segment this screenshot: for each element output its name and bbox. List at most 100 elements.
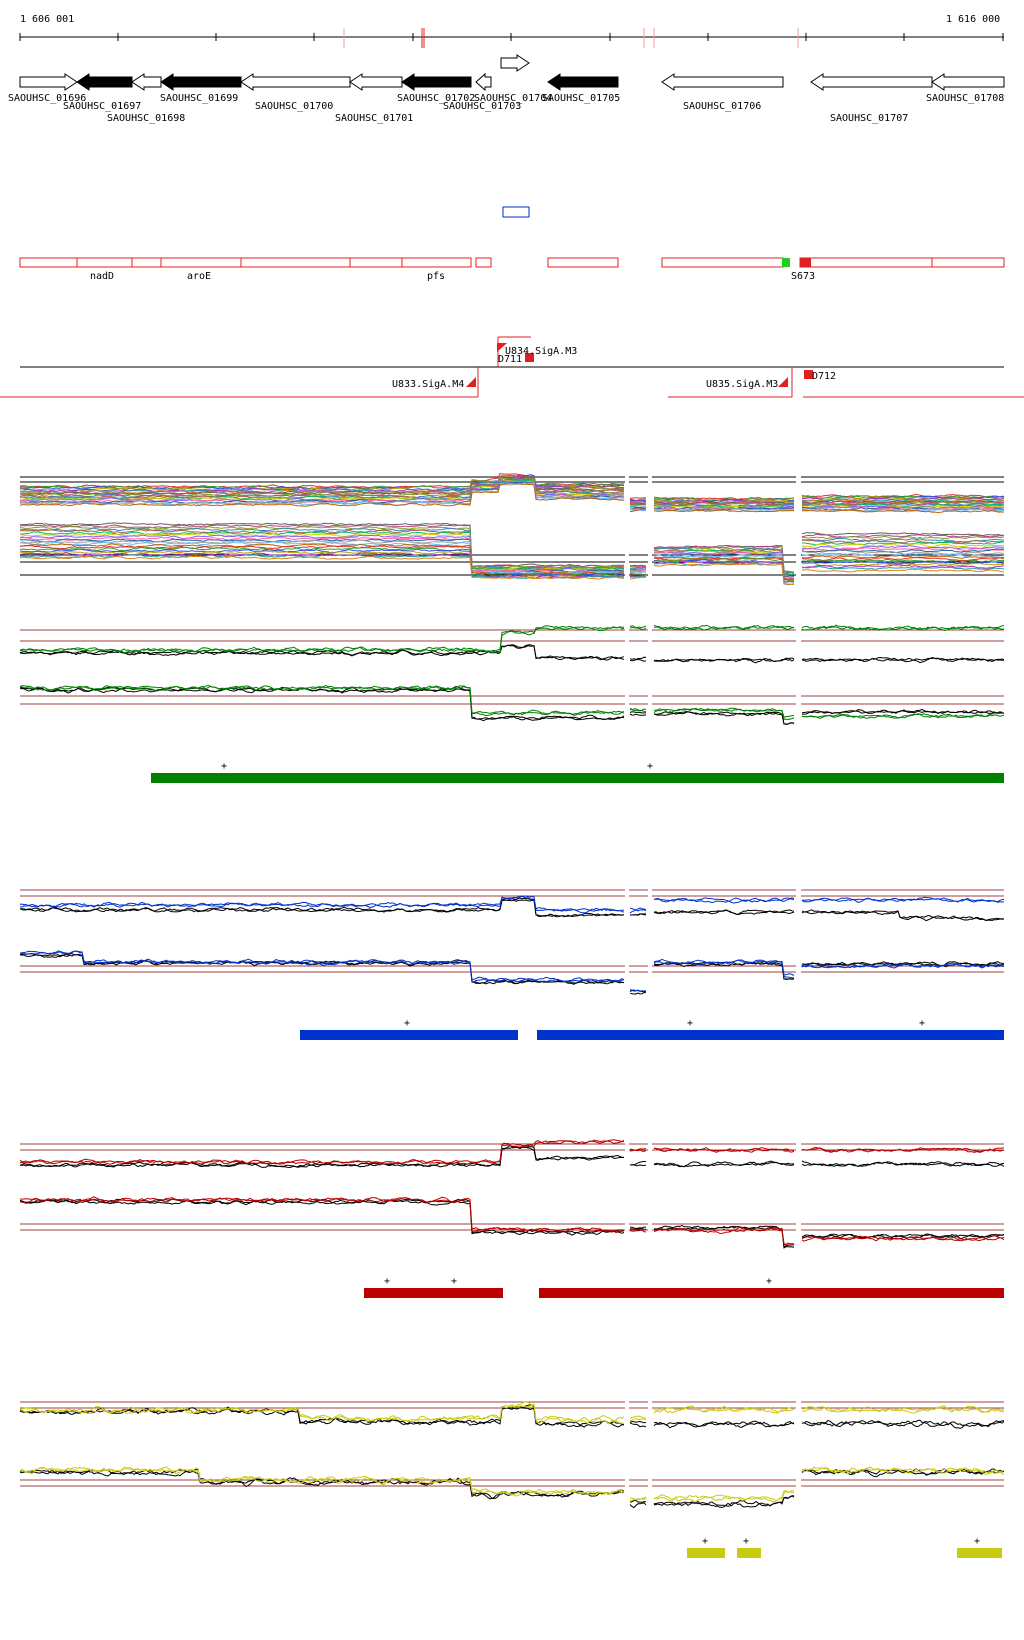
gene-label: SAOUHSC_01696 bbox=[8, 93, 86, 104]
gene-label: SAOUHSC_01701 bbox=[335, 113, 413, 124]
segment-plus-mark: + bbox=[702, 1536, 708, 1547]
annotation-box[interactable] bbox=[931, 257, 1005, 268]
label-D712: D712 bbox=[812, 371, 836, 382]
reference-profile bbox=[19, 644, 1005, 663]
condition-profile bbox=[19, 895, 1005, 914]
gene-label: SAOUHSC_01707 bbox=[830, 113, 908, 124]
segment-plus-mark: + bbox=[404, 1018, 410, 1029]
gene-arrow[interactable] bbox=[810, 73, 933, 91]
data-gap bbox=[796, 616, 801, 710]
condition-profile bbox=[19, 950, 1005, 993]
condition-profile bbox=[19, 1401, 1005, 1424]
gene-arrow[interactable] bbox=[500, 54, 530, 72]
segment-bar[interactable] bbox=[687, 1548, 725, 1558]
annotation-green-marker bbox=[782, 258, 790, 267]
reference-profile bbox=[19, 1198, 1005, 1249]
blue-feature-box bbox=[502, 206, 530, 218]
data-gap bbox=[625, 876, 629, 978]
ruler-start-label: 1 606 001 bbox=[20, 14, 74, 25]
gene-label: SAOUHSC_01700 bbox=[255, 101, 333, 112]
condition-profile bbox=[19, 685, 1005, 719]
gene-arrow[interactable] bbox=[240, 73, 351, 91]
gene-arrow[interactable] bbox=[19, 73, 78, 91]
gene-arrow[interactable] bbox=[401, 73, 472, 91]
gene-arrow[interactable] bbox=[475, 72, 492, 92]
segment-bar[interactable] bbox=[737, 1548, 761, 1558]
annotation-box[interactable] bbox=[349, 257, 403, 268]
condition-profile bbox=[19, 475, 1005, 503]
data-gap bbox=[625, 470, 629, 590]
ruler-end-label: 1 616 000 bbox=[946, 14, 1000, 25]
reference-profile bbox=[19, 1198, 1005, 1248]
condition-profile bbox=[20, 624, 1005, 654]
segment-bar[interactable] bbox=[957, 1548, 1002, 1558]
annotation-box[interactable] bbox=[240, 257, 351, 268]
condition-profile bbox=[19, 482, 1005, 514]
promoter-U833-marker bbox=[466, 377, 476, 387]
segment-bar[interactable] bbox=[364, 1288, 503, 1298]
gene-label: SAOUHSC_01698 bbox=[107, 113, 185, 124]
gene-label: SAOUHSC_01703 bbox=[443, 101, 521, 112]
condition-profile bbox=[19, 478, 1005, 508]
condition-panel-green: + + bbox=[19, 616, 1005, 783]
segment-plus-mark: + bbox=[743, 1536, 749, 1547]
gene-arrow[interactable] bbox=[931, 73, 1005, 91]
annotation-box[interactable] bbox=[661, 257, 784, 268]
data-gap bbox=[625, 616, 629, 710]
segment-plus-mark: + bbox=[919, 1018, 925, 1029]
gene-name-nadD: nadD bbox=[90, 271, 114, 282]
gene-arrow[interactable] bbox=[131, 73, 162, 91]
annotation-box[interactable] bbox=[76, 257, 133, 268]
data-gap bbox=[648, 470, 652, 590]
segment-bar[interactable] bbox=[537, 1030, 1004, 1040]
condition-profile bbox=[19, 1139, 1005, 1165]
annotation-box[interactable] bbox=[475, 257, 492, 268]
annotation-track bbox=[19, 257, 1005, 268]
annotation-box[interactable] bbox=[799, 257, 933, 268]
coordinate-ruler: 1 606 001 1 616 000 bbox=[19, 14, 1004, 48]
gene-name-pfs: pfs bbox=[427, 271, 445, 282]
reference-profile bbox=[19, 1145, 1005, 1169]
segment-bar[interactable] bbox=[539, 1288, 1004, 1298]
gene-arrow[interactable] bbox=[349, 73, 403, 91]
reference-profile bbox=[19, 1404, 1005, 1429]
annotation-red-marker bbox=[800, 258, 811, 267]
ruler-ticks bbox=[19, 28, 1004, 48]
annotation-box[interactable] bbox=[131, 257, 162, 268]
gene-arrow[interactable] bbox=[661, 73, 784, 91]
annotation-box[interactable] bbox=[160, 257, 242, 268]
data-gap bbox=[648, 1130, 652, 1236]
annotation-box[interactable] bbox=[401, 257, 472, 268]
condition-profile bbox=[19, 524, 1005, 575]
annotation-box[interactable] bbox=[19, 257, 78, 268]
gene-arrow[interactable] bbox=[160, 73, 242, 91]
promoter-U834-marker bbox=[497, 343, 507, 352]
condition-profile bbox=[20, 475, 1005, 505]
segment-plus-mark: + bbox=[687, 1018, 693, 1029]
condition-profile bbox=[19, 950, 1005, 992]
data-gap bbox=[648, 1388, 652, 1492]
condition-profile bbox=[19, 527, 1005, 575]
reference-profile bbox=[19, 1468, 1005, 1509]
gene-label: SAOUHSC_01699 bbox=[160, 93, 238, 104]
gene-arrow[interactable] bbox=[76, 73, 133, 91]
label-D711: D711 bbox=[498, 354, 522, 365]
label-U833-SigA-M4: U833.SigA.M4 bbox=[392, 379, 464, 390]
data-gap bbox=[648, 876, 652, 978]
condition-panel-yellow: + + + bbox=[19, 1388, 1005, 1558]
condition-profile bbox=[19, 555, 1005, 586]
segment-bar[interactable] bbox=[151, 773, 1004, 783]
promoter-U835-marker bbox=[778, 377, 788, 387]
expression-overview-track bbox=[19, 470, 1005, 590]
condition-panels: + ++ + ++ + ++ + + bbox=[19, 616, 1005, 1558]
data-gap bbox=[796, 876, 801, 978]
annotation-box[interactable] bbox=[547, 257, 619, 268]
condition-profile bbox=[19, 534, 1005, 577]
gene-label: SAOUHSC_01704 bbox=[474, 93, 552, 104]
reference-profile bbox=[19, 1146, 1005, 1168]
condition-profile bbox=[19, 539, 1005, 579]
segment-bar[interactable] bbox=[300, 1030, 518, 1040]
condition-profile bbox=[19, 481, 1005, 511]
gene-arrow[interactable] bbox=[547, 73, 619, 91]
